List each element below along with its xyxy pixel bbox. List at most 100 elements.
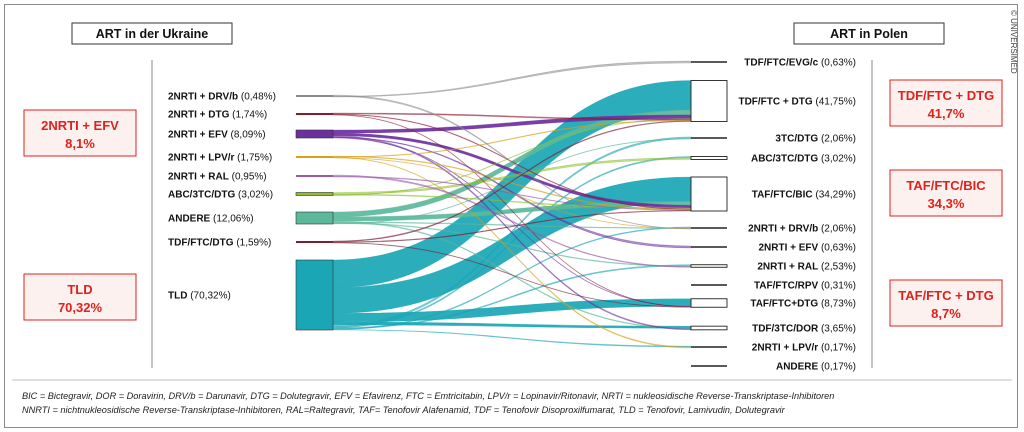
source-label-abc-3tc-dtg: ABC/3TC/DTG (3,02%) — [168, 190, 273, 201]
source-label-name: TLD — [168, 291, 187, 302]
target-label-name: 2NRTI + DRV/b — [748, 224, 818, 235]
source-label-2nrti-drv-b: 2NRTI + DRV/b (0,48%) — [168, 92, 276, 103]
source-label-andere: ANDERE (12,06%) — [168, 214, 254, 225]
target-label-pct: (0,17%) — [818, 362, 856, 373]
source-node-tld — [295, 259, 334, 331]
left-header: ART in der Ukraine — [96, 27, 209, 41]
target-label-taf-ftc-dtg: TAF/FTC+DTG (8,73%) — [750, 299, 856, 310]
target-label-tdf-3tc-dor: TDF/3TC/DOR (3,65%) — [752, 324, 856, 335]
highlight-value: 8,7% — [931, 306, 961, 321]
source-label-pct: (8,09%) — [228, 130, 266, 141]
source-label-name: TDF/FTC/DTG — [168, 238, 234, 249]
highlight-name: 2NRTI + EFV — [41, 118, 119, 133]
target-label-andere: ANDERE (0,17%) — [776, 362, 856, 373]
target-label-name: ANDERE — [776, 362, 819, 373]
flows — [332, 60, 692, 349]
source-label-name: 2NRTI + LPV/r — [168, 153, 235, 164]
flow-2nrti-efv-to-2nrti-efv — [332, 136, 692, 249]
target-label-name: 2NRTI + EFV — [758, 243, 818, 254]
target-label-pct: (0,63%) — [818, 243, 856, 254]
target-label-name: TAF/FTC+DTG — [750, 299, 818, 310]
legend-line-2: NNRTI = nichtnukleosidische Reverse-Tran… — [22, 405, 786, 415]
flow-tld-to-2nrti-lpv-r — [332, 329, 692, 348]
source-labels: 2NRTI + DRV/b (0,48%) 2NRTI + DTG (1,74%)… — [168, 92, 276, 302]
source-label-tld: TLD (70,32%) — [168, 291, 231, 302]
target-label-pct: (3,65%) — [818, 324, 856, 335]
highlight-value: 41,7% — [928, 106, 965, 121]
target-node-2nrti-ral — [690, 264, 728, 268]
highlight-box-tdf-ftc-dtg: TDF/FTC + DTG 41,7% — [889, 79, 1003, 127]
target-label-taf-ftc-rpv: TAF/FTC/RPV (0,31%) — [754, 281, 856, 292]
source-label-name: 2NRTI + EFV — [168, 130, 228, 141]
source-label-name: ANDERE — [168, 214, 211, 225]
legend-line-1: BIC = Bictegravir, DOR = Doravirin, DRV/… — [22, 391, 834, 401]
flow-2nrti-drv-b-to-tdf-ftc-evg-c — [332, 60, 692, 98]
target-node-taf-ftc-bic — [690, 176, 728, 212]
flow-2nrti-drv-b-to-2nrti-drv-b — [332, 94, 692, 230]
source-label-2nrti-ral: 2NRTI + RAL (0,95%) — [168, 172, 267, 183]
highlight-box-taf-ftc-bic: TAF/FTC/BIC 34,3% — [889, 169, 1003, 217]
target-label-2nrti-drv-b: 2NRTI + DRV/b (2,06%) — [748, 224, 856, 235]
target-label-name: TDF/FTC/EVG/c — [744, 58, 818, 69]
flow-2nrti-lpv-r-to-2nrti-lpv-r — [332, 156, 692, 349]
source-label-tdf-ftc-dtg: TDF/FTC/DTG (1,59%) — [168, 238, 271, 249]
source-label-2nrti-dtg: 2NRTI + DTG (1,74%) — [168, 110, 267, 121]
target-node-taf-ftc-dtg — [690, 298, 728, 308]
target-label-pct: (0,63%) — [818, 58, 856, 69]
target-label-name: TAF/FTC/RPV — [754, 281, 819, 292]
source-label-name: 2NRTI + RAL — [168, 172, 229, 183]
highlight-name: TAF/FTC + DTG — [898, 288, 993, 303]
target-label-pct: (0,17%) — [818, 343, 856, 354]
source-label-pct: (12,06%) — [210, 214, 253, 225]
target-label-name: 2NRTI + LPV/r — [752, 343, 819, 354]
source-label-name: 2NRTI + DTG — [168, 110, 230, 121]
target-label-2nrti-efv: 2NRTI + EFV (0,63%) — [758, 243, 856, 254]
highlight-box-taf-ftc-dtg: TAF/FTC + DTG 8,7% — [889, 279, 1003, 327]
target-label-tdf-ftc-evg-c: TDF/FTC/EVG/c (0,63%) — [744, 58, 856, 69]
figure-frame — [4, 4, 1018, 428]
target-label-3tc-dtg: 3TC/DTG (2,06%) — [775, 134, 856, 145]
target-label-taf-ftc-bic: TAF/FTC/BIC (34,29%) — [752, 190, 856, 201]
source-node-2nrti-efv — [295, 129, 334, 139]
highlight-box-tld: TLD 70,32% — [23, 273, 137, 321]
source-label-2nrti-efv: 2NRTI + EFV (8,09%) — [168, 130, 266, 141]
right-header-box — [793, 22, 945, 45]
target-label-pct: (3,02%) — [818, 154, 856, 165]
target-label-pct: (2,06%) — [818, 134, 856, 145]
source-node-andere — [295, 211, 334, 225]
source-label-name: ABC/3TC/DTG — [168, 190, 235, 201]
target-labels: TDF/FTC/EVG/c (0,63%) TDF/FTC + DTG (41,7… — [738, 58, 856, 373]
target-label-name: TAF/FTC/BIC — [752, 190, 813, 201]
target-label-name: TDF/FTC + DTG — [738, 97, 812, 108]
target-label-pct: (8,73%) — [818, 299, 856, 310]
highlight-value: 70,32% — [58, 300, 103, 315]
target-label-pct: (41,75%) — [813, 97, 856, 108]
target-label-pct: (0,31%) — [818, 281, 856, 292]
target-label-pct: (34,29%) — [813, 190, 856, 201]
source-label-pct: (1,59%) — [234, 238, 272, 249]
target-label-name: 2NRTI + RAL — [757, 262, 818, 273]
target-label-tdf-ftc-dtg: TDF/FTC + DTG (41,75%) — [738, 97, 856, 108]
highlight-box-2nrti-efv: 2NRTI + EFV 8,1% — [23, 109, 137, 157]
copyright: © UNIVERSIMED — [1009, 10, 1018, 74]
target-label-abc-3tc-dtg: ABC/3TC/DTG (3,02%) — [751, 154, 856, 165]
source-label-pct: (0,48%) — [238, 92, 276, 103]
source-nodes — [295, 95, 334, 331]
source-label-pct: (0,95%) — [229, 172, 267, 183]
target-node-abc-3tc-dtg — [690, 156, 728, 160]
source-label-name: 2NRTI + DRV/b — [168, 92, 238, 103]
source-label-pct: (70,32%) — [187, 291, 230, 302]
source-label-pct: (3,02%) — [235, 190, 273, 201]
highlight-name: TAF/FTC/BIC — [906, 178, 986, 193]
source-node-abc-3tc-dtg — [295, 192, 334, 196]
source-label-2nrti-lpv-r: 2NRTI + LPV/r (1,75%) — [168, 153, 272, 164]
target-label-name: TDF/3TC/DOR — [752, 324, 819, 335]
target-label-name: ABC/3TC/DTG — [751, 154, 818, 165]
highlight-value: 8,1% — [65, 136, 95, 151]
target-label-pct: (2,53%) — [818, 262, 856, 273]
target-node-tdf-3tc-dor — [690, 325, 728, 331]
target-label-name: 3TC/DTG — [775, 134, 818, 145]
highlight-value: 34,3% — [928, 196, 965, 211]
